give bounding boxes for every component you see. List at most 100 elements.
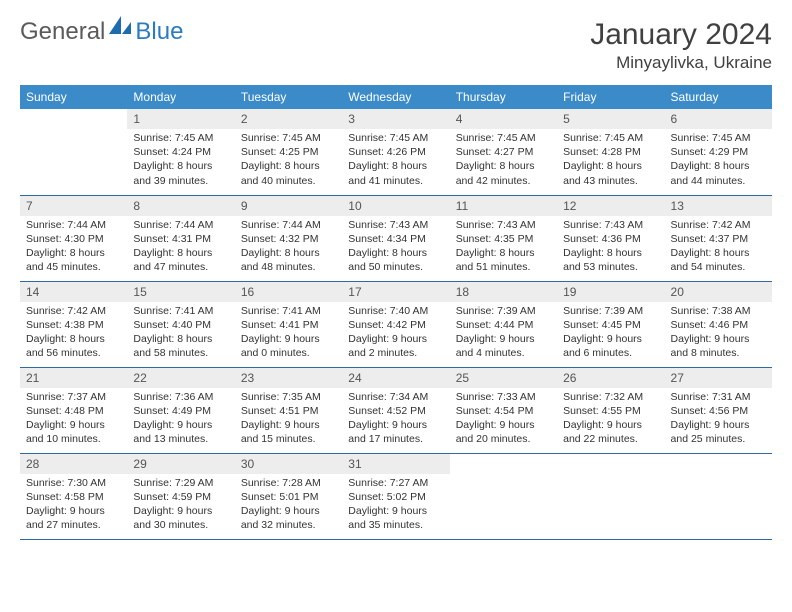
sunrise-text: Sunrise: 7:45 AM bbox=[133, 131, 228, 145]
weekday-header: Friday bbox=[557, 85, 664, 109]
day-number: 4 bbox=[450, 109, 557, 129]
calendar-day-cell: 6Sunrise: 7:45 AMSunset: 4:29 PMDaylight… bbox=[665, 109, 772, 195]
day-number: 26 bbox=[557, 368, 664, 388]
sunrise-text: Sunrise: 7:34 AM bbox=[348, 390, 443, 404]
sunrise-text: Sunrise: 7:45 AM bbox=[348, 131, 443, 145]
sunset-text: Sunset: 4:31 PM bbox=[133, 232, 228, 246]
sunrise-text: Sunrise: 7:32 AM bbox=[563, 390, 658, 404]
day-content: Sunrise: 7:33 AMSunset: 4:54 PMDaylight:… bbox=[450, 388, 557, 451]
sunrise-text: Sunrise: 7:37 AM bbox=[26, 390, 121, 404]
brand-word1: General bbox=[20, 20, 105, 44]
day-number: 5 bbox=[557, 109, 664, 129]
sunrise-text: Sunrise: 7:28 AM bbox=[241, 476, 336, 490]
sunset-text: Sunset: 4:27 PM bbox=[456, 145, 551, 159]
daylight-text: Daylight: 8 hours and 45 minutes. bbox=[26, 246, 121, 274]
day-content: Sunrise: 7:44 AMSunset: 4:30 PMDaylight:… bbox=[20, 216, 127, 279]
day-content: Sunrise: 7:45 AMSunset: 4:25 PMDaylight:… bbox=[235, 129, 342, 192]
calendar-day-cell: 1Sunrise: 7:45 AMSunset: 4:24 PMDaylight… bbox=[127, 109, 234, 195]
day-content: Sunrise: 7:45 AMSunset: 4:26 PMDaylight:… bbox=[342, 129, 449, 192]
calendar-day-cell: 24Sunrise: 7:34 AMSunset: 4:52 PMDayligh… bbox=[342, 367, 449, 453]
calendar-week-row: 14 Sunrise: 7:42 AMSunset: 4:38 PM Dayligh… bbox=[20, 281, 772, 367]
day-number: 20 bbox=[665, 282, 772, 302]
sunset-text: Sunset: 4:45 PM bbox=[563, 318, 658, 332]
sunset-text: Sunset: 4:26 PM bbox=[348, 145, 443, 159]
day-number: 10 bbox=[342, 196, 449, 216]
calendar-day-cell: 15Sunrise: 7:41 AMSunset: 4:40 PMDayligh… bbox=[127, 281, 234, 367]
day-number: 17 bbox=[342, 282, 449, 302]
sunrise-text: Sunrise: 7:43 AM bbox=[348, 218, 443, 232]
sunrise-text: Sunrise: 7:41 AM bbox=[241, 304, 336, 318]
sunrise-text: Sunrise: 7:39 AM bbox=[456, 304, 551, 318]
daylight-text: Daylight: 9 hours and 2 minutes. bbox=[348, 332, 443, 360]
daylight-text: Daylight: 9 hours and 27 minutes. bbox=[26, 504, 121, 532]
brand-word2: Blue bbox=[135, 20, 183, 44]
sunset-text: Sunset: 4:38 PM bbox=[26, 318, 121, 332]
sunset-text: Sunset: 4:55 PM bbox=[563, 404, 658, 418]
weekday-header: Tuesday bbox=[235, 85, 342, 109]
sunset-text: Sunset: 5:01 PM bbox=[241, 490, 336, 504]
day-number: 14 bbox=[20, 282, 127, 302]
sunrise-text: Sunrise: 7:39 AM bbox=[563, 304, 658, 318]
weekday-header: Thursday bbox=[450, 85, 557, 109]
calendar-day-cell: 2Sunrise: 7:45 AMSunset: 4:25 PMDaylight… bbox=[235, 109, 342, 195]
day-content: Sunrise: 7:45 AMSunset: 4:27 PMDaylight:… bbox=[450, 129, 557, 192]
daylight-text: Daylight: 9 hours and 8 minutes. bbox=[671, 332, 766, 360]
calendar-day-cell: 31Sunrise: 7:27 AMSunset: 5:02 PMDayligh… bbox=[342, 453, 449, 539]
day-content: Sunrise: 7:39 AMSunset: 4:44 PMDaylight:… bbox=[450, 302, 557, 365]
sunset-text: Sunset: 4:54 PM bbox=[456, 404, 551, 418]
day-number: 13 bbox=[665, 196, 772, 216]
weekday-header: Saturday bbox=[665, 85, 772, 109]
day-content: Sunrise: 7:35 AMSunset: 4:51 PMDaylight:… bbox=[235, 388, 342, 451]
daylight-text: Daylight: 9 hours and 6 minutes. bbox=[563, 332, 658, 360]
location-label: Minyaylivka, Ukraine bbox=[590, 53, 772, 73]
calendar-day-cell: 7Sunrise: 7:44 AMSunset: 4:30 PMDaylight… bbox=[20, 195, 127, 281]
day-content: Sunrise: 7:38 AMSunset: 4:46 PMDaylight:… bbox=[665, 302, 772, 365]
calendar-day-cell: 17Sunrise: 7:40 AMSunset: 4:42 PMDayligh… bbox=[342, 281, 449, 367]
calendar-day-cell: 14Sunrise: 7:42 AMSunset: 4:38 PMDayligh… bbox=[20, 281, 127, 367]
daylight-text: Daylight: 8 hours and 50 minutes. bbox=[348, 246, 443, 274]
daylight-text: Daylight: 9 hours and 32 minutes. bbox=[241, 504, 336, 532]
daylight-text: Daylight: 8 hours and 44 minutes. bbox=[671, 159, 766, 187]
day-number: 7 bbox=[20, 196, 127, 216]
sunrise-text: Sunrise: 7:44 AM bbox=[133, 218, 228, 232]
day-number: 1 bbox=[127, 109, 234, 129]
sail-icon bbox=[107, 14, 133, 41]
sunrise-text: Sunrise: 7:44 AM bbox=[26, 218, 121, 232]
sunrise-text: Sunrise: 7:36 AM bbox=[133, 390, 228, 404]
day-content: Sunrise: 7:45 AMSunset: 4:28 PMDaylight:… bbox=[557, 129, 664, 192]
sunset-text: Sunset: 4:56 PM bbox=[671, 404, 766, 418]
title-block: January 2024 Minyaylivka, Ukraine bbox=[590, 18, 772, 73]
daylight-text: Daylight: 9 hours and 25 minutes. bbox=[671, 418, 766, 446]
calendar-day-cell: 27Sunrise: 7:31 AMSunset: 4:56 PMDayligh… bbox=[665, 367, 772, 453]
daylight-text: Daylight: 8 hours and 42 minutes. bbox=[456, 159, 551, 187]
sunset-text: Sunset: 4:59 PM bbox=[133, 490, 228, 504]
daylight-text: Daylight: 8 hours and 48 minutes. bbox=[241, 246, 336, 274]
calendar-day-cell bbox=[557, 453, 664, 539]
sunset-text: Sunset: 4:36 PM bbox=[563, 232, 658, 246]
sunrise-text: Sunrise: 7:27 AM bbox=[348, 476, 443, 490]
day-content: Sunrise: 7:40 AMSunset: 4:42 PMDaylight:… bbox=[342, 302, 449, 365]
day-number: 23 bbox=[235, 368, 342, 388]
sunrise-text: Sunrise: 7:45 AM bbox=[671, 131, 766, 145]
daylight-text: Daylight: 9 hours and 22 minutes. bbox=[563, 418, 658, 446]
brand-logo: General Blue bbox=[20, 18, 183, 45]
sunset-text: Sunset: 4:41 PM bbox=[241, 318, 336, 332]
sunrise-text: Sunrise: 7:29 AM bbox=[133, 476, 228, 490]
sunrise-text: Sunrise: 7:35 AM bbox=[241, 390, 336, 404]
calendar-table: Sunday Monday Tuesday Wednesday Thursday… bbox=[20, 85, 772, 540]
daylight-text: Daylight: 8 hours and 40 minutes. bbox=[241, 159, 336, 187]
sunrise-text: Sunrise: 7:42 AM bbox=[26, 304, 121, 318]
weekday-header: Monday bbox=[127, 85, 234, 109]
sunset-text: Sunset: 4:32 PM bbox=[241, 232, 336, 246]
day-content: Sunrise: 7:43 AMSunset: 4:36 PMDaylight:… bbox=[557, 216, 664, 279]
daylight-text: Daylight: 8 hours and 39 minutes. bbox=[133, 159, 228, 187]
month-title: January 2024 bbox=[590, 18, 772, 51]
sunset-text: Sunset: 4:37 PM bbox=[671, 232, 766, 246]
weekday-header-row: Sunday Monday Tuesday Wednesday Thursday… bbox=[20, 85, 772, 109]
calendar-day-cell: 12Sunrise: 7:43 AMSunset: 4:36 PMDayligh… bbox=[557, 195, 664, 281]
calendar-week-row: 28Sunrise: 7:30 AMSunset: 4:58 PMDayligh… bbox=[20, 453, 772, 539]
day-content: Sunrise: 7:37 AMSunset: 4:48 PMDaylight:… bbox=[20, 388, 127, 451]
calendar-day-cell: 10Sunrise: 7:43 AMSunset: 4:34 PMDayligh… bbox=[342, 195, 449, 281]
day-number: 29 bbox=[127, 454, 234, 474]
sunrise-text: Sunrise: 7:43 AM bbox=[563, 218, 658, 232]
